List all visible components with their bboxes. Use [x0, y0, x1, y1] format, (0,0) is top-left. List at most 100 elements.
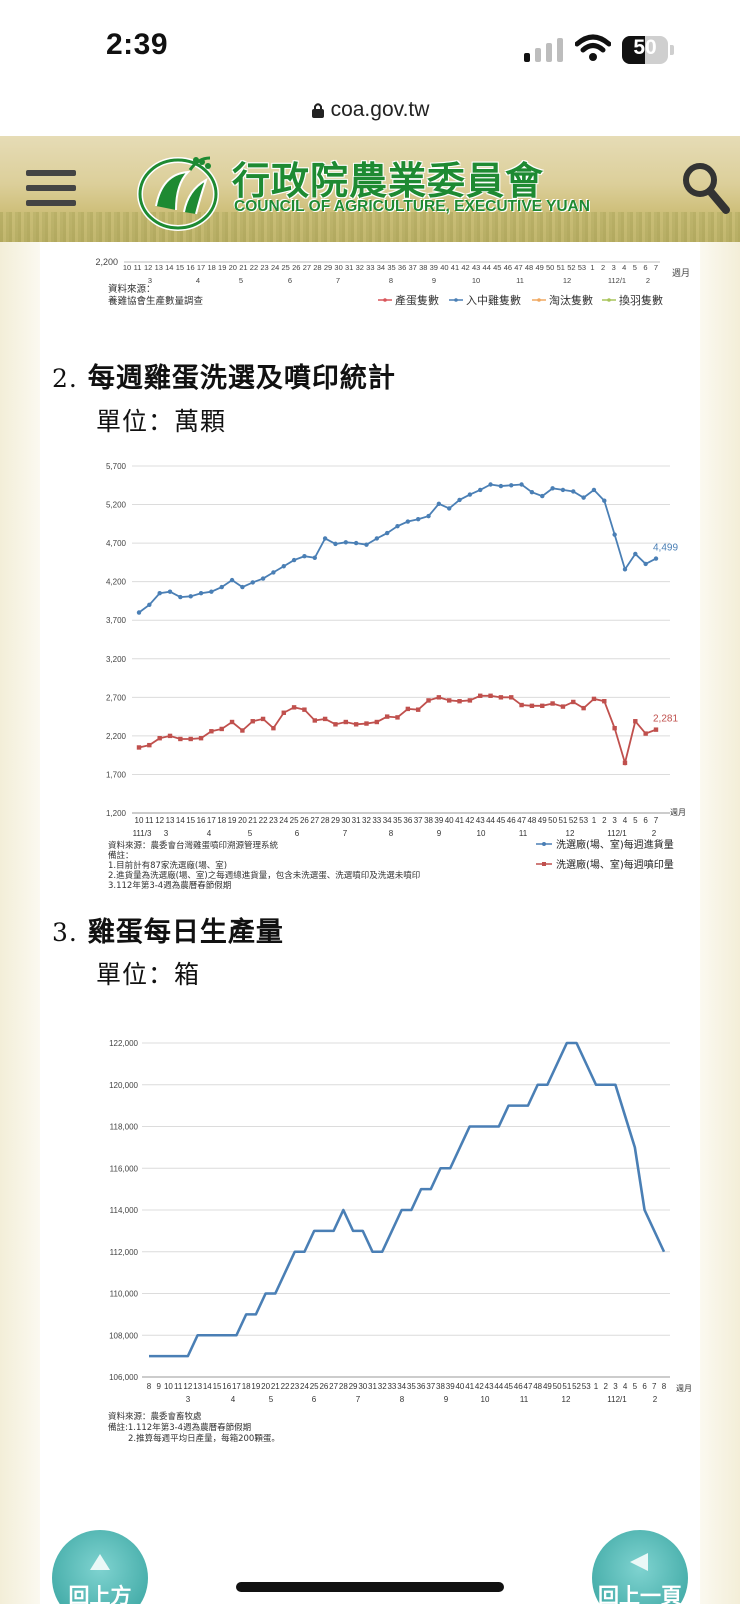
x-tick-label: 38 — [424, 816, 433, 825]
data-point — [436, 501, 442, 506]
y-tick-label: 122,000 — [109, 1039, 138, 1048]
data-point — [229, 577, 235, 583]
back-page-button[interactable]: 回上一頁 — [592, 1530, 688, 1604]
data-point — [157, 591, 162, 596]
x-tick-label: 52 — [567, 263, 575, 272]
x-tick-label: 35 — [387, 263, 395, 272]
month-label: 10 — [472, 276, 480, 285]
data-point — [178, 736, 183, 742]
legend-marker — [542, 862, 546, 866]
coa-logo-icon[interactable] — [136, 150, 222, 232]
y-tick-label: 118,000 — [110, 1123, 139, 1132]
data-point — [498, 695, 504, 700]
site-title-zh[interactable]: 行政院農業委員會 — [232, 158, 545, 203]
x-tick-label: 31 — [352, 816, 361, 825]
month-label: 3 — [164, 829, 169, 838]
x-tick-label: 35 — [393, 816, 402, 825]
data-point — [612, 532, 617, 537]
x-tick-label: 19 — [228, 816, 237, 825]
legend-label: 淘汰隻數 — [549, 293, 593, 307]
data-point — [447, 698, 452, 703]
note-line: 2.進貨量為洗選廠(場、室)之每週總進貨量，包含未洗選蛋、洗選噴印及洗選未噴印 — [108, 870, 420, 881]
data-point — [560, 487, 566, 493]
x-tick-label: 31 — [368, 1382, 377, 1391]
x-tick-label: 25 — [290, 816, 299, 825]
data-point — [405, 706, 411, 712]
hamburger-menu-icon[interactable] — [26, 170, 76, 210]
x-tick-label: 44 — [483, 263, 491, 272]
status-time: 2:39 — [106, 28, 169, 61]
x-tick-label: 42 — [465, 816, 474, 825]
data-point — [633, 719, 638, 724]
axis-unit-label: 週月 — [670, 808, 686, 817]
month-label: 9 — [432, 276, 436, 285]
data-point — [540, 493, 545, 499]
data-point — [312, 555, 317, 560]
data-point — [457, 698, 462, 704]
x-tick-label: 2 — [602, 816, 607, 825]
y-tick-label: 114,000 — [110, 1206, 139, 1215]
back-to-top-button[interactable]: 回上方 — [52, 1530, 148, 1604]
data-point — [426, 698, 431, 703]
data-point — [581, 495, 586, 500]
back-to-top-label: 回上方 — [68, 1584, 132, 1604]
data-point — [602, 698, 607, 704]
search-icon[interactable] — [680, 160, 730, 214]
x-tick-label: 5 — [633, 263, 637, 272]
month-label: 8 — [389, 276, 393, 285]
x-tick-label: 49 — [543, 1382, 552, 1391]
x-tick-label: 45 — [496, 816, 505, 825]
legend-label: 洗選廠(場、室)每週進貨量 — [556, 838, 674, 851]
x-tick-label: 26 — [300, 816, 309, 825]
data-point — [519, 482, 524, 487]
x-tick-label: 22 — [250, 263, 258, 272]
data-point — [333, 541, 338, 547]
x-tick-label: 40 — [445, 816, 454, 825]
x-tick-label: 40 — [440, 263, 448, 272]
x-tick-label: 20 — [238, 816, 247, 825]
section-3-unit: 單位：箱 — [96, 960, 201, 989]
note-line: 2.推算每週平均日產量，每箱200顆蛋。 — [128, 1433, 280, 1444]
x-tick-label: 46 — [504, 263, 512, 272]
site-title-en[interactable]: COUNCIL OF AGRICULTURE, EXECUTIVE YUAN — [234, 198, 590, 215]
x-tick-label: 18 — [217, 816, 226, 825]
last-value-label: 4,499 — [653, 543, 678, 554]
series-line — [138, 694, 657, 767]
x-tick-label: 3 — [612, 263, 616, 272]
x-tick-label: 43 — [472, 263, 480, 272]
x-tick-label: 30 — [334, 263, 342, 272]
y-tick-label: 108,000 — [109, 1331, 138, 1340]
data-point — [136, 610, 142, 615]
data-point — [271, 570, 276, 575]
data-point — [167, 589, 173, 594]
month-label: 11 — [520, 1395, 529, 1404]
data-point — [384, 530, 390, 536]
x-tick-label: 16 — [197, 816, 206, 825]
note-line: 備註:1.112年第3-4週為農曆春節假期 — [108, 1422, 251, 1433]
x-tick-label: 10 — [123, 263, 131, 272]
data-point — [147, 602, 152, 607]
data-point — [571, 699, 576, 705]
x-tick-label: 53 — [579, 816, 588, 825]
source-label: 資料來源：農委會台灣雞蛋噴印溯源管理系統 — [108, 840, 279, 851]
data-point — [478, 693, 483, 698]
data-point — [198, 591, 204, 596]
data-point — [602, 498, 607, 503]
x-tick-label: 24 — [279, 816, 288, 825]
data-point — [498, 483, 504, 489]
address-bar[interactable]: coa.gov.tw — [0, 90, 740, 136]
note-line: 1.目前計有87家洗選廠(場、室) — [108, 860, 227, 871]
note-line: 3.112年第3-4週為農曆春節假期 — [108, 880, 231, 891]
x-tick-label: 40 — [455, 1382, 464, 1391]
x-tick-label: 51 — [558, 816, 567, 825]
battery-icon: 50 — [622, 36, 674, 64]
x-tick-label: 51 — [557, 263, 565, 272]
x-tick-label: 23 — [260, 263, 268, 272]
month-label: 2 — [646, 276, 650, 285]
x-tick-label: 22 — [281, 1382, 290, 1391]
x-tick-label: 19 — [251, 1382, 260, 1391]
data-point — [529, 490, 535, 495]
data-point — [333, 722, 338, 727]
data-point — [343, 719, 348, 725]
data-point — [550, 701, 555, 706]
